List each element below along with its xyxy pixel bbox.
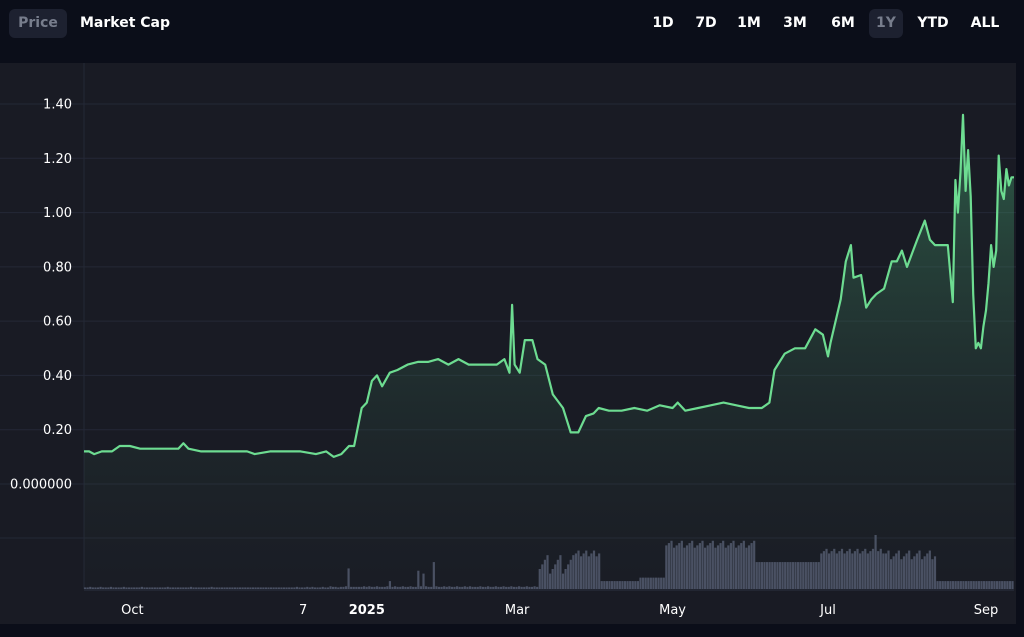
tab-market-cap[interactable]: Market Cap bbox=[79, 15, 171, 31]
y-tick-label: 0.20 bbox=[43, 423, 72, 438]
range-7d[interactable]: 7D bbox=[695, 15, 717, 31]
y-tick-label: 0.000000 bbox=[10, 478, 72, 493]
x-tick-label: 2025 bbox=[349, 603, 385, 618]
price-area-fill bbox=[84, 114, 1014, 590]
y-tick-label: 0.80 bbox=[43, 260, 72, 275]
tab-price[interactable]: Price bbox=[9, 9, 67, 38]
x-tick-label: Jul bbox=[819, 603, 836, 618]
range-all[interactable]: ALL bbox=[970, 15, 1000, 31]
x-tick-label: Mar bbox=[505, 603, 530, 618]
y-tick-label: 1.00 bbox=[43, 206, 72, 221]
range-1m[interactable]: 1M bbox=[737, 15, 761, 31]
chart-toolbar: Price Market Cap 1D 7D 1M 3M 6M 1Y YTD ALL bbox=[0, 0, 1024, 48]
range-6m[interactable]: 6M bbox=[831, 15, 855, 31]
y-tick-label: 1.40 bbox=[43, 98, 72, 113]
x-tick-label: Oct bbox=[121, 603, 143, 618]
y-axis: 1.40 1.20 1.00 0.80 0.60 0.40 0.20 0.000000 bbox=[10, 98, 72, 493]
x-tick-label: May bbox=[659, 603, 686, 618]
x-axis: Oct 7 2025 Mar May Jul Sep bbox=[0, 589, 1016, 624]
x-tick-label: Sep bbox=[974, 603, 999, 618]
x-axis-band bbox=[0, 590, 1016, 624]
y-tick-label: 0.60 bbox=[43, 315, 72, 330]
price-chart-svg: 1.40 1.20 1.00 0.80 0.60 0.40 0.20 0.000000 Oct… bbox=[0, 63, 1016, 624]
range-ytd[interactable]: YTD bbox=[917, 15, 949, 31]
range-3m[interactable]: 3M bbox=[783, 15, 807, 31]
price-chart[interactable]: 1.40 1.20 1.00 0.80 0.60 0.40 0.20 0.000000 Oct… bbox=[0, 63, 1016, 624]
y-tick-label: 0.40 bbox=[43, 369, 72, 384]
range-1d[interactable]: 1D bbox=[652, 15, 674, 31]
range-1y[interactable]: 1Y bbox=[869, 9, 903, 38]
price-series bbox=[84, 113, 1014, 590]
y-tick-label: 1.20 bbox=[43, 152, 72, 167]
x-tick-label: 7 bbox=[299, 603, 307, 618]
price-line bbox=[84, 113, 1014, 458]
